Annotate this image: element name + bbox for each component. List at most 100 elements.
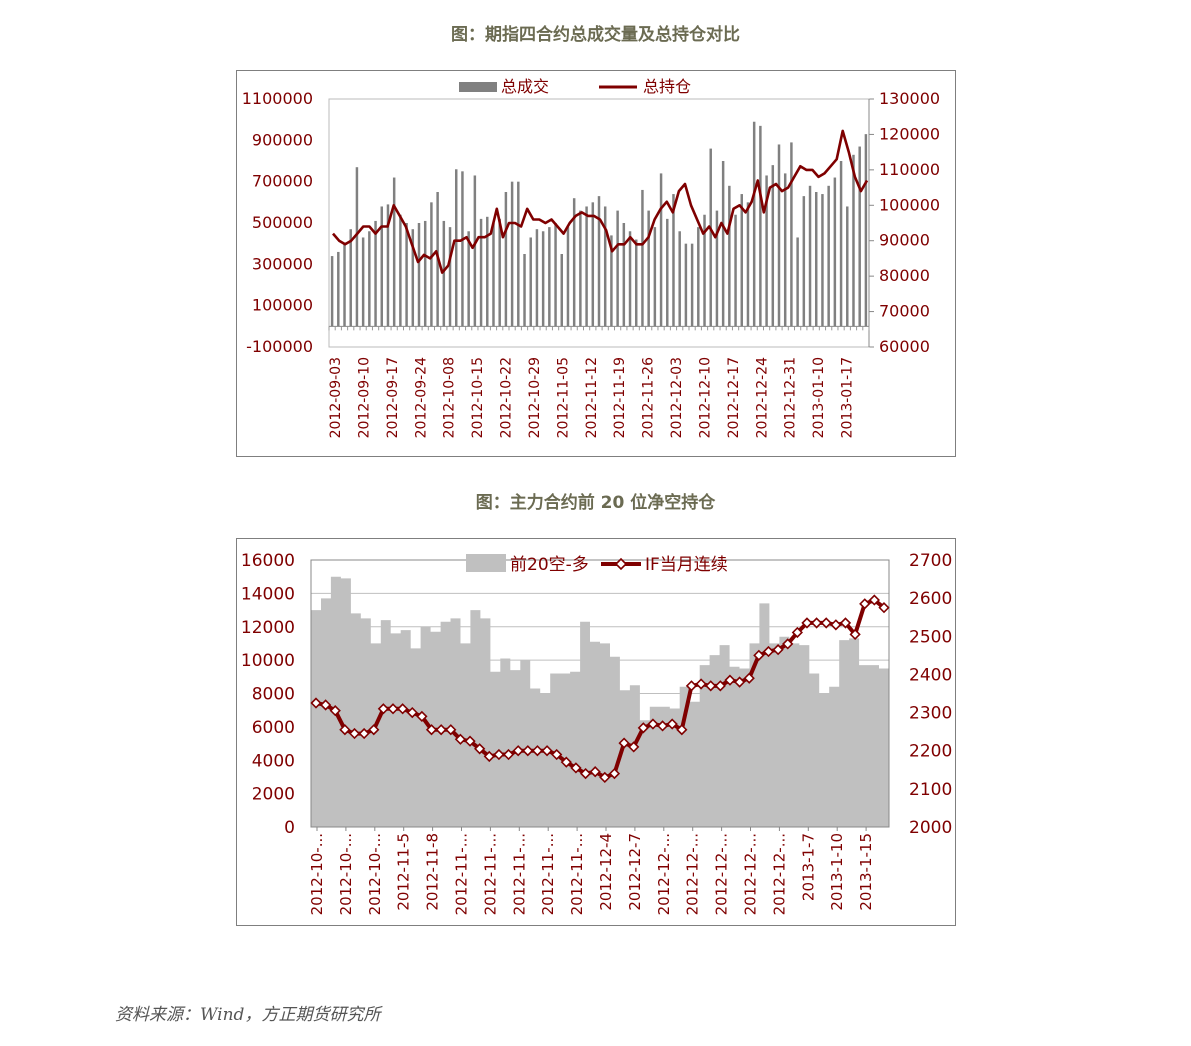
right-axis-tick-label: 60000: [879, 337, 930, 356]
if-month-marker: [570, 762, 582, 774]
volume-bar: [839, 161, 843, 327]
volume-bar: [392, 177, 396, 327]
volume-bar: [411, 229, 415, 327]
if-month-marker: [358, 727, 370, 740]
x-tick-label: 2012-09-17: [385, 357, 401, 438]
x-tick-label: 2012-09-03: [328, 357, 344, 438]
volume-bar: [672, 194, 675, 327]
left-axis-tick-label: 500000: [252, 213, 313, 232]
right-axis-tick-label: 100000: [879, 195, 940, 214]
if-month-marker: [377, 703, 390, 715]
if-month-marker: [724, 674, 736, 686]
volume-bar: [535, 229, 539, 327]
x-tick-label: 2012-12-...: [713, 833, 731, 915]
volume-bar: [554, 223, 557, 327]
volume-bar: [703, 214, 706, 327]
x-tick-label: 2013-01-17: [840, 357, 856, 438]
legend-swatch-marker: [614, 557, 628, 571]
volume-bar: [461, 171, 464, 327]
volume-bar: [566, 227, 570, 327]
x-tick-label: 2012-09-24: [413, 357, 429, 438]
x-tick-label: 2012-11-12: [584, 357, 600, 438]
net-short-area: [311, 576, 889, 827]
if-month-marker: [685, 680, 698, 692]
x-tick-label: 2013-1-10: [828, 833, 846, 911]
if-month-marker: [387, 703, 399, 715]
volume-bar: [808, 185, 812, 327]
volume-bar: [386, 204, 390, 327]
if-month-marker: [618, 737, 630, 749]
if-month-marker: [830, 619, 842, 631]
volume-bar: [486, 216, 489, 327]
volume-bar: [740, 194, 743, 327]
right-axis-tick-label: 80000: [879, 266, 930, 285]
if-month-marker: [589, 766, 601, 778]
x-tick-label: 2012-10-...: [366, 833, 384, 915]
x-tick-label: 2012-10-22: [499, 357, 515, 438]
x-tick-label: 2012-09-10: [356, 357, 372, 438]
chart2-svg: 0 2000 4000 6000 8000 10000 12000 14000 16000 200…: [241, 551, 952, 915]
volume-bar: [355, 167, 359, 327]
if-month-marker: [445, 724, 457, 736]
if-month-marker: [753, 649, 765, 661]
x-tick-label: 2012-11-5: [395, 833, 413, 911]
left-axis-tick-label: 4000: [252, 751, 295, 771]
x-tick-label: 2012-11-8: [424, 833, 442, 911]
if-month-marker: [878, 602, 890, 614]
volume-bar: [709, 148, 712, 327]
x-tick-label: 2012-11-05: [555, 357, 571, 438]
x-tick-label: 2012-12-...: [742, 833, 760, 915]
right-axis-tick-label: 130000: [879, 89, 940, 108]
volume-bar: [467, 231, 470, 327]
if-month-marker: [454, 733, 467, 745]
left-axis-tick-label: 8000: [252, 685, 295, 705]
right-axis-tick-label: 2300: [909, 704, 952, 724]
volume-bar: [603, 206, 607, 327]
if-month-marker: [705, 680, 717, 692]
right-axis-tick-label: 2400: [909, 665, 952, 685]
left-axis-tick-label: 300000: [252, 254, 313, 273]
volume-bar: [852, 154, 855, 327]
if-month-marker: [531, 745, 544, 757]
volume-bar: [349, 229, 352, 327]
if-month-marker: [493, 748, 505, 761]
if-month-marker: [348, 727, 361, 740]
x-tick-label: 2012-10-15: [470, 357, 486, 438]
volume-bar: [380, 206, 383, 327]
if-month-marker: [416, 710, 428, 723]
right-axis-tick-label: 70000: [879, 302, 930, 321]
x-tick-label: 2012-12-17: [726, 357, 742, 438]
left-axis-tick-label: 0: [284, 818, 295, 838]
x-tick-label: 2012-10-...: [337, 833, 355, 915]
if-month-marker: [743, 672, 755, 684]
x-tick-label: 2012-11-...: [453, 833, 471, 915]
volume-bar: [641, 189, 644, 327]
if-month-marker: [329, 705, 341, 717]
volume-bar: [523, 254, 526, 327]
volume-bar: [796, 237, 799, 327]
left-axis-tick-label: 14000: [241, 584, 295, 604]
volume-bar: [610, 235, 613, 327]
chart1-svg: -100000 100000 300000 500000 700000 900000 110…: [242, 77, 940, 438]
if-month-marker: [339, 724, 351, 736]
volume-bar: [585, 206, 588, 327]
right-axis-tick-label: 120000: [879, 124, 940, 143]
right-axis-tick-label: 2600: [909, 589, 952, 609]
if-month-marker: [695, 678, 707, 690]
volume-bar: [858, 146, 861, 327]
if-month-marker: [522, 745, 534, 757]
volume-bar: [715, 210, 719, 327]
chart2-frame: 0 2000 4000 6000 8000 10000 12000 14000 16000 200…: [236, 538, 956, 926]
if-month-marker: [502, 748, 515, 761]
left-axis-tick-label: 10000: [241, 651, 295, 671]
volume-bar: [560, 254, 563, 327]
plot-frame: [310, 559, 890, 828]
left-axis-tick-label: 12000: [241, 618, 295, 638]
volume-bar: [405, 223, 408, 327]
volume-bar: [721, 161, 725, 327]
source-note: 资料来源：Wind，方正期货研究所: [115, 1005, 381, 1025]
volume-bar: [659, 173, 663, 327]
volume-bar: [591, 202, 595, 327]
left-axis-tick-label: 700000: [252, 172, 313, 191]
volume-bar: [417, 223, 421, 327]
